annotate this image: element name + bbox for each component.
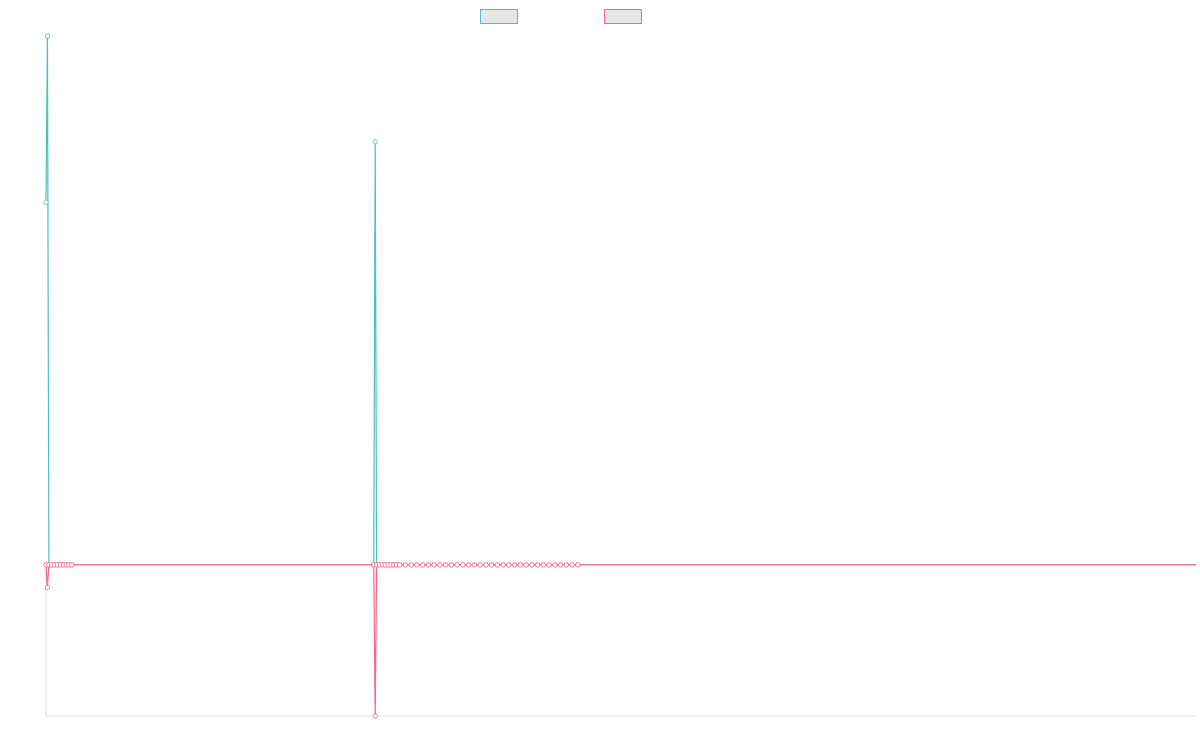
chart-axes — [45, 564, 1196, 717]
series-2-point — [517, 562, 523, 568]
series-2-point — [44, 584, 51, 591]
series-2-point — [535, 562, 541, 568]
series-2-point — [437, 562, 443, 568]
legend-item-series-1[interactable] — [480, 9, 524, 24]
series-1 — [43, 33, 1196, 568]
series-2-point — [448, 562, 454, 568]
series-2-point — [523, 562, 529, 568]
series-2-point — [402, 562, 408, 568]
legend-item-series-2[interactable] — [604, 9, 648, 24]
series-2-point — [466, 562, 472, 568]
series-2-point — [558, 562, 564, 568]
series-2-point — [460, 562, 466, 568]
series-2-line — [45, 564, 1196, 717]
series-2-point — [408, 562, 414, 568]
series-2-point — [540, 562, 546, 568]
series-1-point — [44, 33, 51, 39]
chart-legend — [0, 9, 1200, 27]
series-2-point — [425, 562, 431, 568]
series-2-point — [431, 562, 437, 568]
series-2-point — [563, 562, 569, 568]
series-2-point — [397, 562, 403, 568]
legend-swatch-series-2 — [604, 9, 642, 24]
series-2-point — [372, 713, 378, 719]
series-2-point — [454, 562, 460, 568]
series-2-point — [575, 562, 581, 568]
series-2-point — [477, 562, 483, 568]
legend-swatch-series-1 — [480, 9, 518, 24]
series-2 — [43, 562, 1196, 719]
series-1-line — [45, 35, 1196, 566]
series-2-point — [506, 562, 512, 568]
series-2-point — [443, 562, 449, 568]
series-2-point — [483, 562, 489, 568]
series-2-point — [569, 562, 575, 568]
series-2-point — [512, 562, 518, 568]
series-2-point — [552, 562, 558, 568]
series-1-point — [43, 199, 49, 205]
series-2-point — [489, 562, 495, 568]
series-2-point — [494, 562, 500, 568]
series-2-point — [500, 562, 506, 568]
series-2-point — [420, 562, 426, 568]
chart-series-layer — [43, 33, 1196, 719]
series-2-point — [546, 562, 552, 568]
series-2-point — [69, 562, 75, 568]
series-2-point — [471, 562, 477, 568]
series-2-point — [529, 562, 535, 568]
series-1-point — [372, 139, 378, 145]
series-2-point — [414, 562, 420, 568]
